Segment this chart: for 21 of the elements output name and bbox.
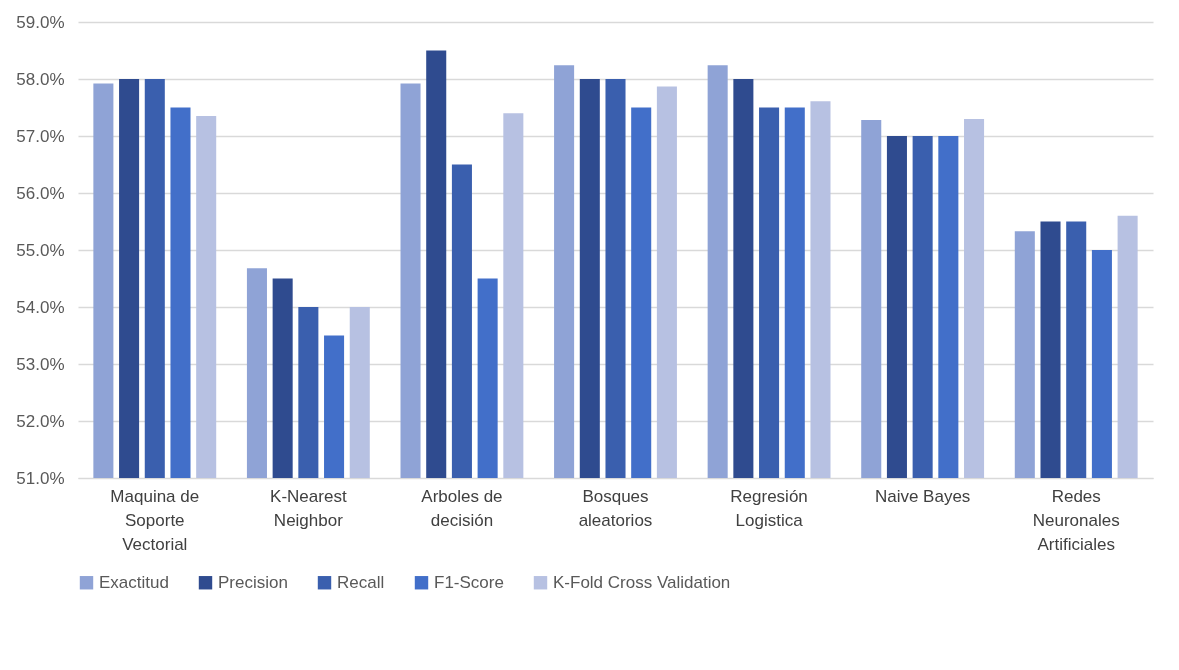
legend-label: Recall bbox=[337, 572, 385, 592]
x-tick-label: Redes Neuronales Artificiales bbox=[1032, 486, 1120, 554]
y-tick-label: 52.0% bbox=[16, 411, 65, 431]
y-tick-label: 54.0% bbox=[16, 297, 65, 317]
y-tick-label: 53.0% bbox=[16, 354, 65, 374]
x-tick-label: Arboles de decisión bbox=[421, 486, 503, 530]
legend-label: K-Fold Cross Validation bbox=[553, 572, 731, 592]
x-tick-label: Regresión Logistica bbox=[730, 486, 808, 530]
y-tick-label: 57.0% bbox=[16, 126, 65, 146]
x-tick-label: K-Nearest Neighbor bbox=[270, 486, 347, 530]
x-tick-label: Naive Bayes bbox=[874, 486, 971, 506]
y-tick-label: 55.0% bbox=[16, 240, 65, 260]
y-tick-label: 56.0% bbox=[16, 183, 65, 203]
x-tick-label: Bosques aleatorios bbox=[578, 486, 653, 530]
legend-label: Exactitud bbox=[99, 572, 169, 592]
legend-label: Precision bbox=[218, 572, 288, 592]
legend-label: F1-Score bbox=[434, 572, 504, 592]
y-tick-label: 58.0% bbox=[16, 69, 65, 89]
y-tick-label: 59.0% bbox=[16, 12, 65, 32]
x-tick-label: Maquina de Soporte Vectorial bbox=[110, 486, 200, 554]
y-tick-label: 51.0% bbox=[16, 468, 65, 488]
